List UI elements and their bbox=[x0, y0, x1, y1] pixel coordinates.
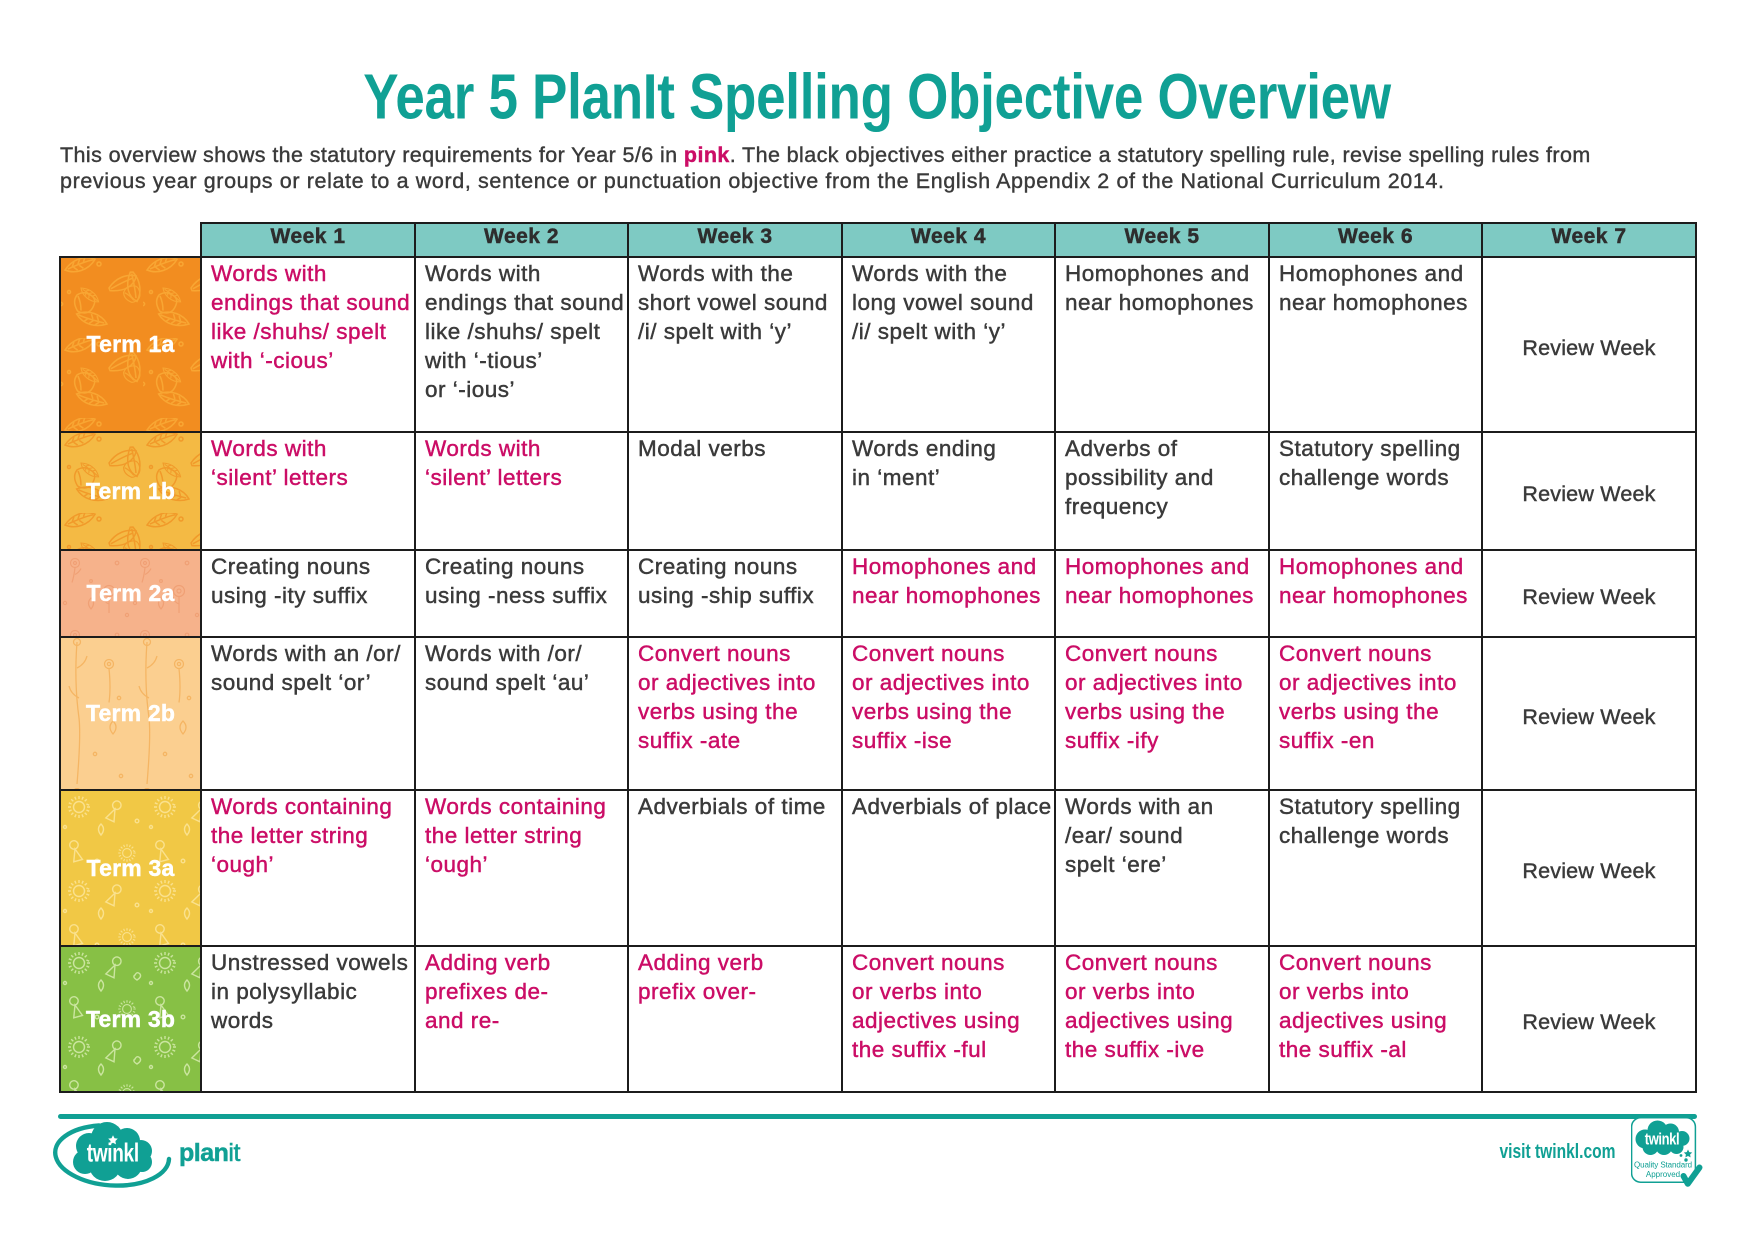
svg-text:twinkl: twinkl bbox=[1645, 1130, 1680, 1149]
svg-text:Approved: Approved bbox=[1646, 1170, 1680, 1179]
svg-text:Quality Standard: Quality Standard bbox=[1634, 1161, 1692, 1170]
